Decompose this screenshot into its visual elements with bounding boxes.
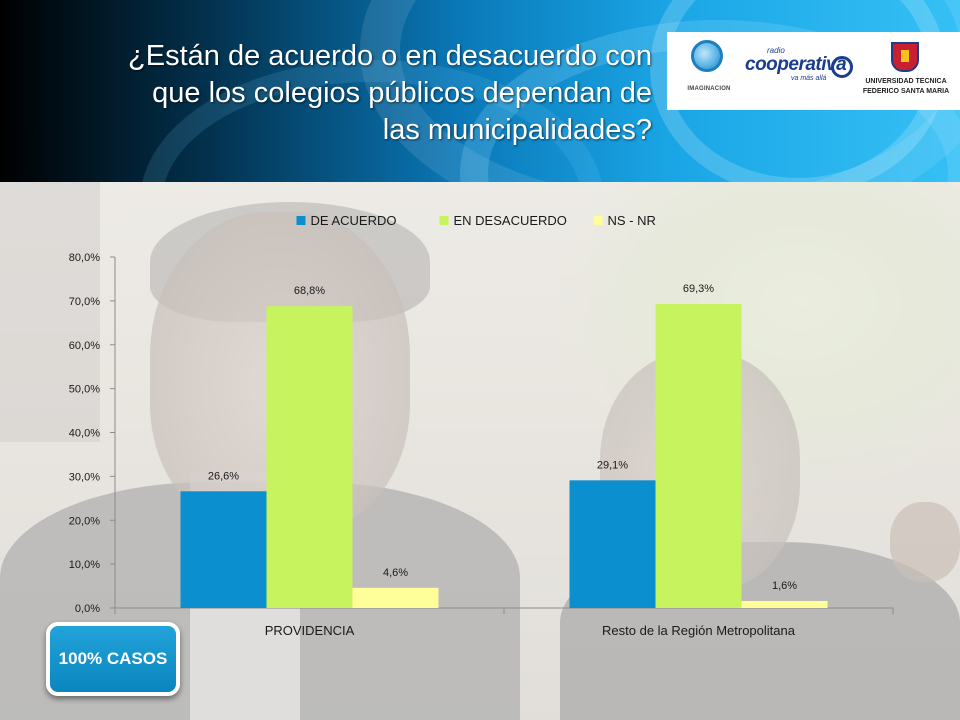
bar <box>569 480 656 608</box>
chart-legend: DE ACUERDO EN DESACUERDO NS - NR <box>296 213 656 228</box>
y-axis: 0,0% 10,0% 20,0% 30,0% 40,0% 50,0% 60,0% 70,0% 8… <box>69 252 116 615</box>
title-line-1: ¿Están de acuerdo o en desacuerdo con <box>128 40 652 72</box>
bar <box>266 306 353 608</box>
y-tick-label: 70,0% <box>69 296 100 308</box>
y-tick-label: 30,0% <box>69 471 100 483</box>
cooperativa-logo: radio cooperativa va más allá <box>745 44 853 94</box>
x-category-label: Resto de la Región Metropolitana <box>602 623 796 638</box>
sample-badge: 100% CASOS <box>46 622 180 696</box>
legend-swatch <box>439 216 449 225</box>
sample-badge-label: 100% CASOS <box>58 649 168 668</box>
utfsm-logo-line-2: FEDERICO SANTA MARIA <box>862 88 950 95</box>
x-category-label: PROVIDENCIA <box>265 623 355 638</box>
data-label: 26,6% <box>208 470 239 482</box>
legend-swatch <box>296 216 306 225</box>
title-line-2: que los colegios públicos dependan de <box>152 77 652 109</box>
legend-label: NS - NR <box>608 213 656 228</box>
bar-chart: DE ACUERDO EN DESACUERDO NS - NR 0,0% 10,0%… <box>69 213 894 638</box>
cooperativa-logo-tagline: va más allá <box>791 75 827 82</box>
data-label: 69,3% <box>683 283 714 295</box>
y-tick-label: 20,0% <box>69 515 100 527</box>
y-tick-label: 0,0% <box>75 603 100 615</box>
legend-swatch <box>593 216 603 225</box>
data-labels: 26,6% 68,8% 4,6% 29,1% 69,3% 1,6% <box>208 283 797 592</box>
bar <box>352 587 439 608</box>
globe-icon <box>691 40 723 72</box>
slide-title: ¿Están de acuerdo o en desacuerdo con qu… <box>40 38 652 149</box>
legend-label: EN DESACUERDO <box>454 213 567 228</box>
bar <box>741 600 828 608</box>
y-tick-label: 60,0% <box>69 340 100 352</box>
y-tick-label: 40,0% <box>69 428 100 440</box>
shield-icon <box>891 42 919 72</box>
data-label: 1,6% <box>772 580 797 592</box>
data-label: 4,6% <box>383 567 408 579</box>
logo-strip: IMAGINACION radio cooperativa va más all… <box>667 32 960 110</box>
data-label: 29,1% <box>597 459 628 471</box>
bar-series <box>180 303 828 608</box>
utfsm-logo: UNIVERSIDAD TECNICA FEDERICO SANTA MARIA <box>855 38 957 104</box>
cooperativa-logo-radio: radio <box>767 46 785 55</box>
cooperativa-logo-name: cooperativa <box>745 54 847 75</box>
title-line-3: las municipalidades? <box>382 114 652 146</box>
y-tick-label: 80,0% <box>69 252 100 264</box>
imaginacion-logo: IMAGINACION <box>679 38 737 104</box>
imaginacion-logo-text: IMAGINACION <box>687 86 731 92</box>
ring-icon <box>831 56 853 78</box>
y-tick-label: 10,0% <box>69 559 100 571</box>
bar <box>180 491 267 608</box>
data-label: 68,8% <box>294 285 325 297</box>
y-tick-label: 50,0% <box>69 384 100 396</box>
bar <box>655 303 742 608</box>
utfsm-logo-line-1: UNIVERSIDAD TECNICA <box>865 78 947 85</box>
legend-label: DE ACUERDO <box>311 213 397 228</box>
x-axis: PROVIDENCIA Resto de la Región Metropolit… <box>114 607 894 638</box>
